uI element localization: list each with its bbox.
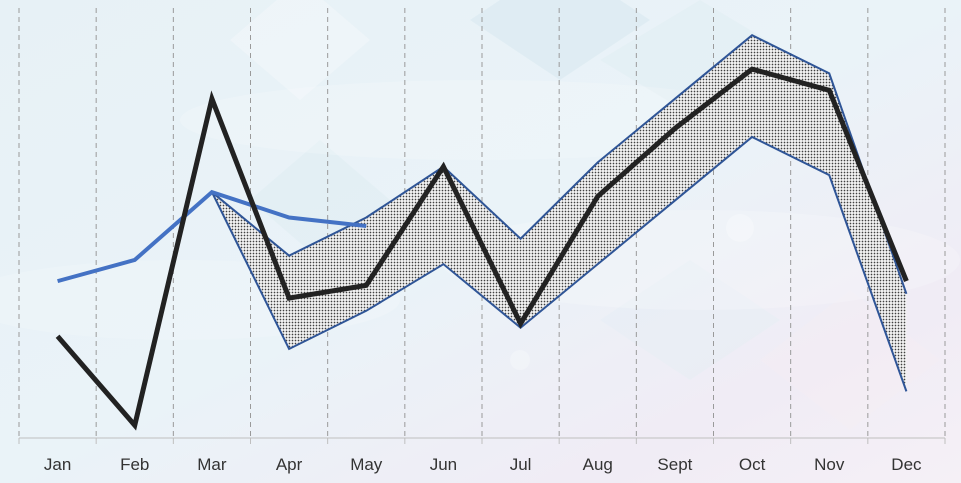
x-tick-label: Oct: [739, 455, 766, 474]
x-tick-label: Dec: [891, 455, 922, 474]
x-tick-label: Nov: [814, 455, 845, 474]
band-upper-edge: [211, 34, 908, 295]
x-tick-label: Jan: [44, 455, 71, 474]
x-tick-label: Jun: [430, 455, 457, 474]
band-area: [211, 35, 907, 392]
band-lower-edge: [211, 135, 908, 392]
x-tick-label: Aug: [583, 455, 613, 474]
x-tick-label: Jul: [510, 455, 532, 474]
x-tick-label: Sept: [657, 455, 692, 474]
x-tick-label: Feb: [120, 455, 149, 474]
x-tick-label: Apr: [276, 455, 303, 474]
x-tick-label: Mar: [197, 455, 227, 474]
x-tick-label: May: [350, 455, 383, 474]
series-line-black: [55, 66, 909, 431]
